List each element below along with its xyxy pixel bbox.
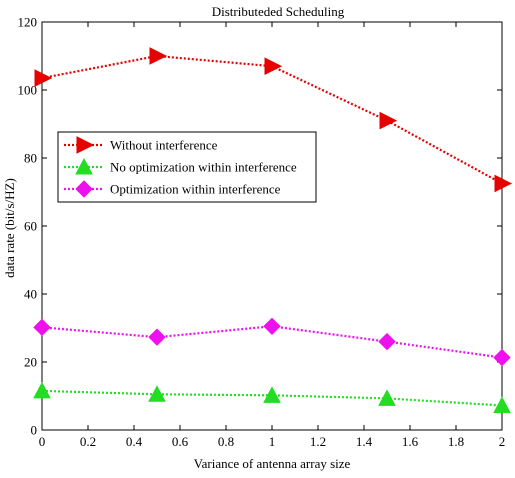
data-point-without-interference bbox=[494, 174, 513, 193]
x-tick-label: 0.8 bbox=[218, 434, 234, 449]
legend-label-without-interference: Without interference bbox=[110, 138, 218, 153]
data-point-no-optimization-within-interference bbox=[493, 396, 511, 414]
data-point-without-interference bbox=[34, 69, 53, 87]
data-point-optimization-within-interference bbox=[33, 318, 51, 337]
legend-label-optimization-within-interference: Optimization within interference bbox=[110, 182, 281, 197]
data-point-optimization-within-interference bbox=[263, 317, 281, 336]
x-axis-label: Variance of antenna array size bbox=[194, 456, 351, 471]
x-tick-label: 1.6 bbox=[402, 434, 419, 449]
x-tick-label: 0 bbox=[39, 434, 46, 449]
legend-label-no-optimization-within-interference: No optimization within interference bbox=[110, 160, 297, 175]
chart-title: Distributeded Scheduling bbox=[212, 4, 345, 19]
data-point-without-interference bbox=[379, 111, 398, 130]
y-tick-label: 120 bbox=[18, 15, 38, 30]
y-tick-label: 20 bbox=[24, 355, 37, 370]
series-line-no-optimization-within-interference bbox=[41, 389, 503, 407]
x-tick-label: 0.4 bbox=[126, 434, 143, 449]
legend: Without interference No optimization with… bbox=[57, 131, 317, 203]
x-tick-label: 0.2 bbox=[80, 434, 96, 449]
y-axis-label: data rate (bit/s/HZ) bbox=[2, 178, 17, 278]
legend-marker-without-interference bbox=[76, 136, 95, 154]
plot-frame bbox=[41, 21, 503, 431]
data-point-optimization-within-interference bbox=[148, 328, 166, 346]
x-tick-label: 1.4 bbox=[356, 434, 373, 449]
legend-marker-optimization-within-interference bbox=[75, 180, 93, 198]
data-point-no-optimization-within-interference bbox=[378, 389, 396, 406]
x-tick-label: 1.8 bbox=[448, 434, 464, 449]
data-point-optimization-within-interference bbox=[378, 332, 396, 351]
x-tick-label: 2 bbox=[499, 434, 506, 449]
y-tick-label: 100 bbox=[18, 83, 38, 98]
x-tick-label: 1 bbox=[269, 434, 276, 449]
data-point-optimization-within-interference bbox=[493, 348, 511, 367]
x-tick-label: 0.6 bbox=[172, 434, 189, 449]
data-point-no-optimization-within-interference bbox=[33, 381, 51, 399]
y-tick-label: 0 bbox=[31, 423, 38, 438]
data-point-no-optimization-within-interference bbox=[263, 386, 281, 403]
y-tick-label: 80 bbox=[24, 151, 37, 166]
data-point-without-interference bbox=[149, 47, 168, 65]
y-tick-label: 40 bbox=[24, 287, 37, 302]
legend-marker-no-optimization-within-interference bbox=[75, 157, 93, 175]
series-line-optimization-within-interference bbox=[41, 325, 503, 359]
x-tick-label: 1.2 bbox=[310, 434, 326, 449]
y-tick-label: 60 bbox=[24, 219, 37, 234]
data-point-no-optimization-within-interference bbox=[148, 385, 166, 402]
data-point-without-interference bbox=[264, 57, 283, 76]
